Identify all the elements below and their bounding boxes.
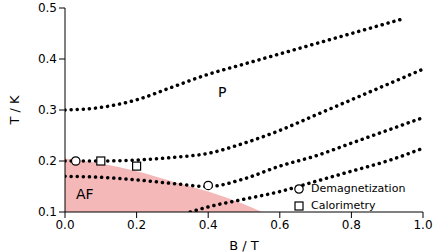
svg-text:0.2: 0.2 xyxy=(38,154,57,168)
svg-text:0.4: 0.4 xyxy=(199,218,218,232)
svg-text:1.0: 1.0 xyxy=(413,218,432,232)
svg-text:0.2: 0.2 xyxy=(127,218,146,232)
svg-text:0.1: 0.1 xyxy=(38,205,57,219)
svg-text:0.0: 0.0 xyxy=(55,218,74,232)
svg-text:0.6: 0.6 xyxy=(270,218,289,232)
svg-text:0.5: 0.5 xyxy=(38,1,57,15)
svg-text:0.8: 0.8 xyxy=(342,218,361,232)
svg-text:T / K: T / K xyxy=(7,95,22,126)
svg-text:0.3: 0.3 xyxy=(38,103,57,117)
html-text:Calorimetry: Calorimetry xyxy=(311,199,376,212)
svg-text:0.4: 0.4 xyxy=(38,52,57,66)
html-text:Demagnetization: Demagnetization xyxy=(311,182,406,195)
svg-text:B / T: B / T xyxy=(229,238,259,252)
html-text:AF: AF xyxy=(76,186,94,202)
html-text:P: P xyxy=(218,84,227,100)
